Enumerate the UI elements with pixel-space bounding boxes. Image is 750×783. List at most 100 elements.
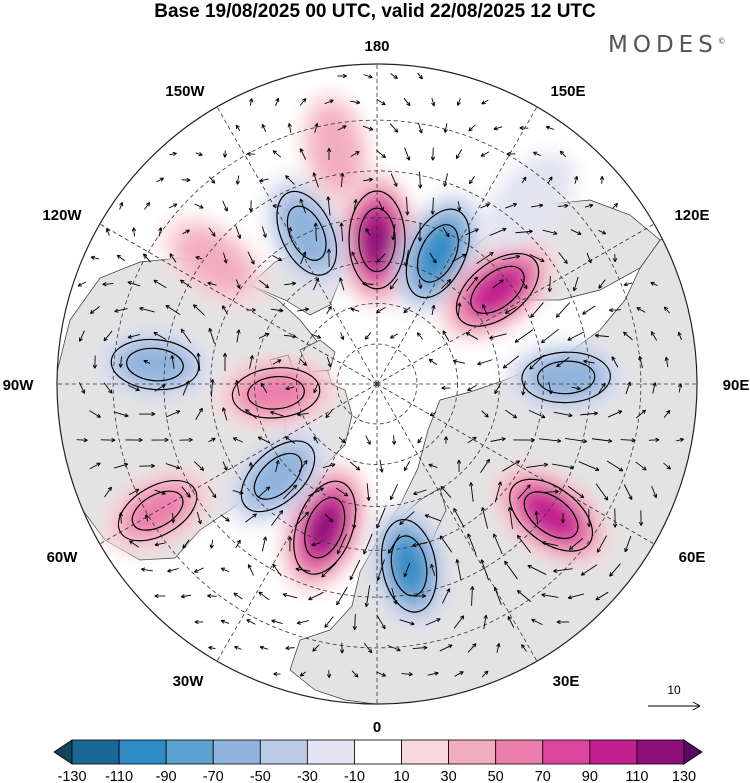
wind-vector [119, 202, 124, 210]
wind-vector [363, 533, 373, 555]
contour-line [405, 208, 471, 299]
wind-vector [125, 437, 143, 443]
wind-vector [222, 200, 228, 212]
wind-vector [529, 254, 545, 262]
wind-vector [313, 277, 320, 291]
wind-vector [180, 594, 192, 599]
wind-vector [494, 481, 502, 503]
wind-vector [76, 437, 88, 443]
wind-vector [548, 381, 553, 395]
wind-vector [235, 379, 240, 396]
wind-vector [193, 461, 205, 471]
wind-vector [513, 437, 535, 443]
wind-vector [453, 615, 465, 629]
colorbar-bin [259, 739, 308, 765]
contour-set [240, 440, 316, 513]
wind-vector [453, 507, 465, 528]
wind-vector [322, 463, 336, 469]
wind-vector [296, 620, 310, 625]
wind-vector [236, 329, 241, 343]
wind-vector [77, 281, 87, 287]
colorbar-extend-low [53, 739, 73, 765]
wind-vector [638, 355, 643, 369]
wind-vector [313, 382, 319, 394]
wind-vector [339, 222, 344, 242]
wind-vector [650, 331, 658, 341]
wind-vector [534, 511, 539, 525]
wind-vector [285, 175, 295, 185]
wind-vector [390, 173, 398, 187]
wind-vector [221, 305, 228, 315]
wind-vector [429, 252, 437, 264]
wind-vector [480, 151, 490, 157]
contour-line [304, 496, 346, 559]
wind-vector [140, 567, 153, 572]
wind-vector [557, 203, 569, 208]
contour-line [536, 360, 596, 395]
wind-vector [567, 485, 585, 499]
wind-vector [678, 383, 683, 393]
wind-vector [234, 645, 242, 650]
wind-vector [92, 355, 98, 369]
wind-vector [103, 382, 113, 394]
wind-vector [326, 196, 331, 216]
latitude-circle [210, 217, 544, 551]
wind-vector [103, 330, 113, 342]
wind-vector [430, 147, 436, 161]
wind-vector [452, 359, 465, 364]
wind-vector [506, 151, 516, 157]
wind-vector [100, 437, 116, 443]
contour-line [247, 375, 305, 410]
wind-vector [208, 437, 216, 443]
wind-vector [502, 460, 521, 472]
wind-vector [376, 149, 386, 159]
wind-vector [482, 304, 488, 316]
wind-vector [181, 486, 191, 498]
wind-vector [363, 177, 374, 182]
wind-vector [583, 359, 595, 364]
colorbar-tick-label: 30 [441, 769, 457, 783]
wind-vector [552, 463, 575, 470]
wind-vector [272, 150, 282, 158]
wind-vector [261, 536, 267, 552]
wind-vector [584, 203, 594, 208]
latitude-circle [112, 119, 642, 649]
wind-vector [165, 304, 181, 315]
wind-vector [169, 151, 177, 157]
wind-vector [391, 223, 396, 241]
wind-vector [364, 585, 371, 608]
anomaly-cell [162, 216, 267, 307]
wind-vector [481, 99, 489, 105]
wind-vector [416, 332, 424, 340]
wind-vector [403, 461, 411, 472]
wind-vector [606, 460, 624, 472]
wind-vector [180, 279, 192, 289]
colorbar-bin [495, 739, 544, 765]
wind-vector [492, 279, 504, 289]
wind-vector [246, 307, 256, 313]
wind-vector [494, 382, 502, 395]
colorbar-tick-label: -130 [57, 769, 86, 783]
wind-vector [153, 331, 167, 341]
wind-vector [326, 670, 332, 678]
wind-vector [507, 616, 515, 628]
anomaly-fill [181, 232, 248, 291]
wind-vector [154, 542, 166, 547]
wind-vector [405, 196, 410, 216]
wind-vector [170, 355, 175, 369]
colorbar-tick-label: 50 [488, 769, 504, 783]
wind-vector [363, 74, 373, 79]
wind-vector [335, 487, 349, 497]
colorbar-extend-high [683, 739, 703, 765]
wind-vector [586, 252, 592, 264]
wind-vector [560, 512, 566, 524]
meridian-line [216, 383, 378, 662]
contour-line [253, 452, 303, 500]
wind-vector [424, 514, 442, 522]
wind-vector [443, 173, 449, 187]
wind-vector [413, 489, 427, 496]
wind-vector [429, 411, 437, 417]
wind-vector [476, 251, 494, 264]
colorbar-tick-label: 10 [393, 769, 409, 783]
wind-vector [580, 564, 598, 576]
